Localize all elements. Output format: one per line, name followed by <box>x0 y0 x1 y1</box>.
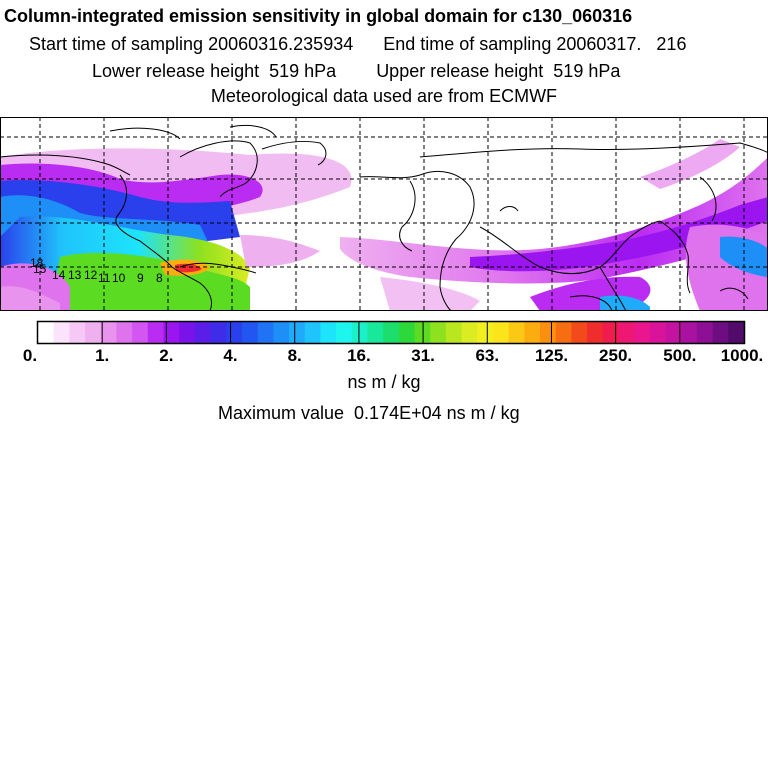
lower-release-label: Lower release height 519 hPa <box>92 61 337 81</box>
color-scale-cell <box>461 322 478 343</box>
color-scale-cell <box>351 322 369 343</box>
color-scale-cell <box>304 322 321 343</box>
color-scale-cell <box>179 322 196 343</box>
upper-release-label: Upper release height 519 hPa <box>376 61 621 81</box>
color-scale-cell <box>477 322 494 343</box>
met-data-label: Meteorological data used are from ECMWF <box>210 86 558 106</box>
color-scale-cell <box>696 322 714 343</box>
color-scale-tick-label: 4. <box>223 346 237 365</box>
color-scale-cell <box>681 322 698 343</box>
color-scale-cell <box>210 322 227 343</box>
color-scale-cell <box>728 322 745 343</box>
track-label: 15 <box>33 262 47 276</box>
color-scale-tick-label: 31. <box>411 346 435 365</box>
emission-sensitivity-map: 18 15 14 13 12 11 10 9 8 <box>0 117 768 311</box>
color-scale-cell <box>163 322 180 343</box>
track-label: 10 <box>112 271 126 285</box>
spacer <box>336 61 376 81</box>
track-label: 18 <box>30 256 44 270</box>
track-labels: 18 15 14 13 12 11 10 9 8 <box>30 256 163 285</box>
color-scale-tick-label: 2. <box>159 346 173 365</box>
sensitivity-field <box>0 139 768 311</box>
color-scale-cell <box>430 322 447 343</box>
color-scale-cell <box>38 322 55 343</box>
color-scale-cell <box>226 322 243 343</box>
track-label: 9 <box>137 271 144 285</box>
color-scale-tick-label: 16. <box>347 346 371 365</box>
color-scale-tick-label: 1000. <box>721 346 764 365</box>
color-scale-cell <box>492 322 510 343</box>
color-scale-frame <box>36 320 746 345</box>
color-scale-cell <box>540 322 557 343</box>
release-heights: Lower release height 519 hPa Upper relea… <box>92 60 768 82</box>
track-label: 12 <box>84 268 98 282</box>
colorbar-units: ns m / kg <box>347 372 421 392</box>
graticule <box>0 117 768 311</box>
coastlines <box>0 124 768 311</box>
plot-title: Column-integrated emission sensitivity i… <box>4 6 633 26</box>
color-scale-cell <box>508 322 525 343</box>
color-scale-cell <box>712 322 729 343</box>
color-scale-tick-label: 500. <box>663 346 696 365</box>
color-scale-tick-label: 1. <box>95 346 109 365</box>
color-scale-cell <box>132 322 149 343</box>
color-scale-cell <box>194 322 212 343</box>
track-label: 14 <box>52 268 66 282</box>
color-scale-cell <box>587 322 604 343</box>
color-scale-cell <box>85 322 102 343</box>
color-scale-cell <box>445 322 463 343</box>
start-time-label: Start time of sampling 20060316.235934 <box>29 34 354 54</box>
color-scale-cell <box>320 322 337 343</box>
color-scale-cell <box>336 322 353 343</box>
color-scale-cell <box>555 322 573 343</box>
track-label: 11 <box>98 271 111 285</box>
color-scale-cell <box>367 322 384 343</box>
color-scale-cell <box>618 322 635 343</box>
color-scale-cell <box>665 322 682 343</box>
color-scale-cell <box>634 322 651 343</box>
color-scale-cell <box>273 322 290 343</box>
sampling-times: Start time of sampling 20060316.235934 E… <box>29 33 768 55</box>
color-scale-cell <box>241 322 259 343</box>
color-scale-cell <box>571 322 588 343</box>
color-scale-ticks: 0. 1. 2. 4. 8. 16. 31. 63. 125. 250. 500. 1000. <box>23 346 763 365</box>
color-scale-cell <box>383 322 400 343</box>
color-scale: 0. 1. 2. 4. 8. 16. 31. 63. 125. 250. 500. 1000. <box>23 320 763 365</box>
color-scale-tick-label: 63. <box>475 346 499 365</box>
color-scale-cell <box>257 322 274 343</box>
color-scale-tick-label: 0. <box>23 346 37 365</box>
color-scale-cell <box>602 322 620 343</box>
color-scale-dividers <box>101 322 681 343</box>
color-scale-tick-label: 250. <box>599 346 632 365</box>
track-label: 13 <box>68 268 82 282</box>
color-scale-cell <box>100 322 118 343</box>
spacer <box>353 34 383 54</box>
max-value-label: Maximum value 0.174E+04 ns m / kg <box>218 403 520 423</box>
color-scale-cell <box>147 322 165 343</box>
color-scale-cells <box>38 322 745 343</box>
color-scale-cell <box>398 322 416 343</box>
color-scale-cell <box>53 322 70 343</box>
color-scale-cell <box>524 322 541 343</box>
end-time-label: End time of sampling 20060317. 216 <box>383 34 687 54</box>
color-scale-tick-label: 8. <box>288 346 302 365</box>
track-label: 8 <box>156 271 163 285</box>
color-scale-tick-label: 125. <box>535 346 568 365</box>
color-scale-cell <box>649 322 667 343</box>
color-scale-cell <box>289 322 306 343</box>
color-scale-cell <box>116 322 133 343</box>
color-scale-cell <box>69 322 86 343</box>
